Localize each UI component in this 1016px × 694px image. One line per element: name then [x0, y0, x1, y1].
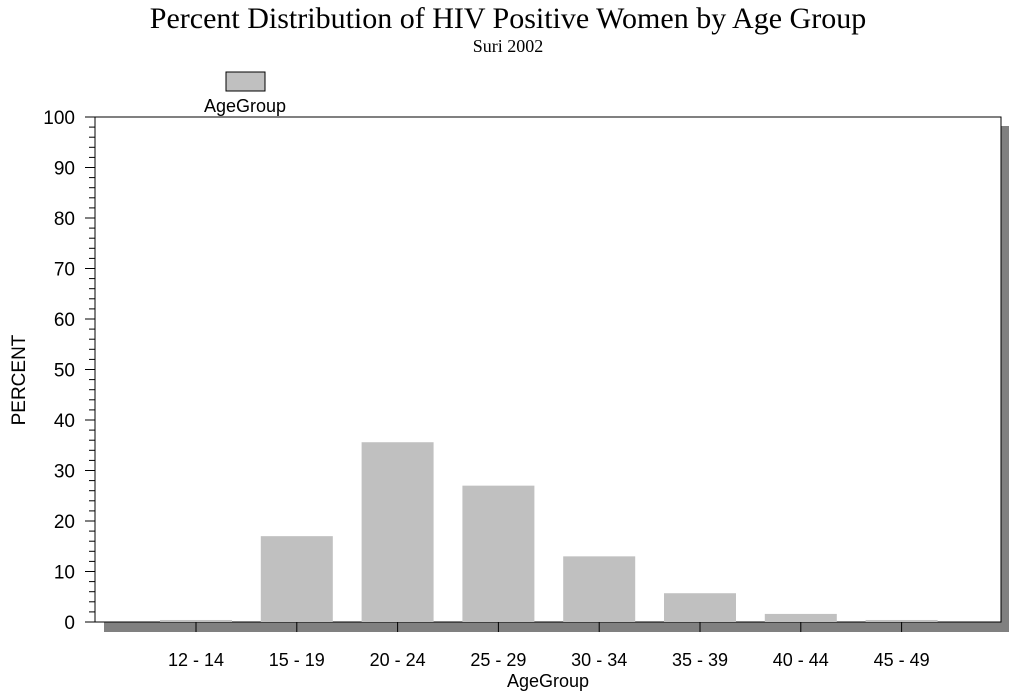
y-tick-label: 50: [54, 361, 75, 382]
x-tick-label: 40 - 44: [773, 650, 829, 670]
y-tick-label: 80: [54, 209, 75, 230]
bar: [664, 593, 736, 622]
y-tick-label: 90: [54, 159, 75, 180]
x-axis-label: AgeGroup: [507, 671, 589, 691]
plot-area: [94, 116, 1002, 623]
x-tick-label: 12 - 14: [168, 650, 224, 670]
y-tick-label: 20: [54, 512, 75, 533]
x-tick-label: 45 - 49: [874, 650, 930, 670]
y-tick-label: 10: [54, 563, 75, 584]
x-tick-label: 30 - 34: [571, 650, 627, 670]
y-tick-label: 70: [54, 260, 75, 281]
y-tick-label: 30: [54, 462, 75, 483]
bar: [563, 556, 636, 622]
y-axis: 0 10 20 30 40 50 60 70 80 90 100: [43, 108, 95, 634]
y-tick-label: 100: [43, 108, 75, 129]
bar: [764, 613, 837, 622]
bar: [160, 619, 232, 622]
legend-label: AgeGroup: [204, 96, 286, 116]
y-tick-label: 60: [54, 310, 75, 331]
legend-swatch: [225, 71, 266, 92]
x-axis: 12 - 14 15 - 19 20 - 24 25 - 29 30 - 34 35 - …: [168, 622, 930, 670]
x-tick-label: 35 - 39: [672, 650, 728, 670]
y-tick-label: 40: [54, 411, 75, 432]
bar: [361, 442, 434, 622]
bar: [260, 536, 333, 622]
x-tick-label: 20 - 24: [370, 650, 426, 670]
chart-subtitle: Suri 2002: [473, 36, 544, 56]
x-tick-label: 25 - 29: [470, 650, 526, 670]
chart-title: Percent Distribution of HIV Positive Wom…: [150, 2, 866, 35]
y-tick-label: 0: [64, 613, 75, 634]
bar: [462, 485, 535, 622]
bars-group: [160, 442, 938, 622]
x-tick-label: 15 - 19: [269, 650, 325, 670]
bar: [865, 619, 938, 622]
y-axis-label: PERCENT: [9, 334, 30, 425]
